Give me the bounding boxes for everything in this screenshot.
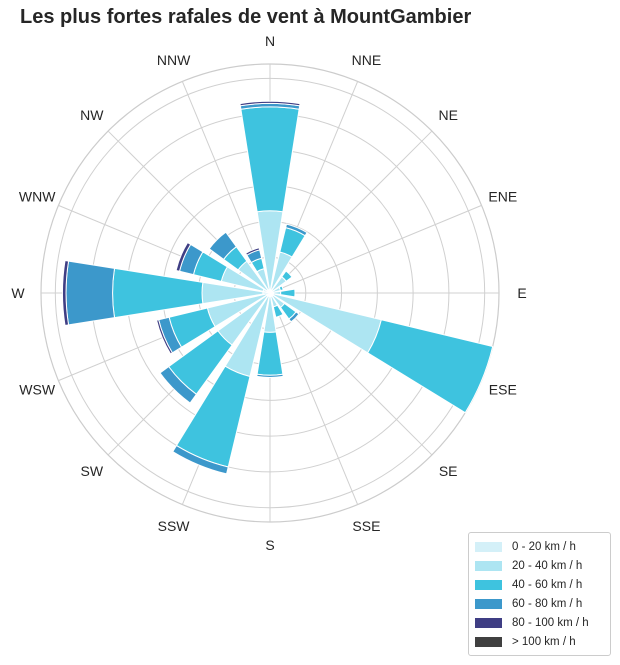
legend-label: 20 - 40 km / h (512, 559, 583, 572)
legend-label: 60 - 80 km / h (512, 597, 583, 610)
bar-N-s2 (240, 106, 300, 213)
direction-label-NE: NE (438, 107, 457, 123)
grid-spoke-SSE (269, 292, 359, 505)
direction-label-S: S (265, 537, 274, 553)
legend-swatch (475, 617, 502, 628)
direction-label-NW: NW (80, 107, 104, 123)
direction-label-NNE: NNE (352, 52, 382, 68)
direction-label-WSW: WSW (19, 381, 56, 397)
direction-label-SE: SE (439, 463, 458, 479)
direction-label-NNW: NNW (157, 52, 191, 68)
bar-WSW-s4 (155, 319, 174, 355)
bar-NE-s2 (281, 270, 293, 282)
direction-label-ENE: ENE (488, 189, 517, 205)
grid-spoke-ENE (269, 204, 482, 294)
bar-W-s4 (61, 259, 70, 327)
bar-NNW-s4 (245, 247, 261, 256)
legend-item: 80 - 100 km / h (475, 613, 604, 632)
legend-label: > 100 km / h (512, 635, 576, 648)
direction-label-SW: SW (81, 463, 104, 479)
bar-NNE-s3 (285, 223, 308, 237)
legend-item: > 100 km / h (475, 632, 604, 651)
legend-item: 60 - 80 km / h (475, 594, 604, 613)
bar-N-s4 (239, 100, 301, 107)
legend: 0 - 20 km / h 20 - 40 km / h 40 - 60 km / … (468, 532, 611, 656)
bar-SSW-s3 (172, 444, 229, 475)
legend-swatch (475, 541, 502, 552)
bar-S-s3 (256, 373, 284, 378)
legend-label: 40 - 60 km / h (512, 578, 583, 591)
bar-ESE-s2 (366, 319, 494, 414)
bar-SW-s3 (159, 365, 198, 404)
legend-label: 0 - 20 km / h (512, 540, 576, 553)
direction-label-WNW: WNW (19, 189, 56, 205)
direction-label-SSE: SSE (352, 518, 380, 534)
bar-SE-s3 (288, 311, 300, 323)
chart-title: Les plus fortes rafales de vent à MountG… (20, 6, 472, 28)
legend-swatch (475, 636, 502, 647)
legend-swatch (475, 598, 502, 609)
grid-spoke-SE (269, 292, 433, 456)
bar-ENE-s2 (278, 285, 284, 292)
direction-label-SSW: SSW (158, 518, 191, 534)
legend-swatch (475, 579, 502, 590)
legend-item: 0 - 20 km / h (475, 537, 604, 556)
wind-bars (61, 100, 494, 475)
direction-label-ESE: ESE (489, 381, 517, 397)
grid-spoke-NE (269, 130, 433, 294)
bar-S-s2 (256, 331, 284, 376)
bar-W-s2 (112, 267, 204, 319)
legend-label: 80 - 100 km / h (512, 616, 589, 629)
legend-swatch (475, 560, 502, 571)
direction-label-E: E (517, 285, 526, 301)
direction-label-N: N (265, 33, 275, 49)
bar-W-s3 (65, 260, 116, 326)
bar-SSE-s2 (272, 304, 284, 318)
bar-NW-s3 (208, 231, 238, 261)
bar-E-s2 (280, 288, 296, 298)
direction-labels: N NNE NE ENE E ESE SE SSE S SSW SW WSW W WNW NW NNW (11, 33, 526, 553)
legend-item: 40 - 60 km / h (475, 575, 604, 594)
legend-item: 20 - 40 km / h (475, 556, 604, 575)
bar-WNW-s4 (175, 241, 192, 272)
direction-label-W: W (11, 285, 25, 301)
